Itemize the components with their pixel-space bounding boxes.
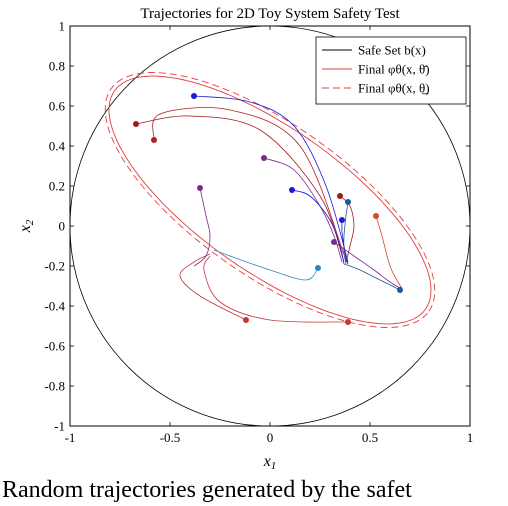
trajectory-2 — [152, 107, 347, 261]
y-tick-label: 0.6 — [49, 99, 66, 114]
trajectory-start-point-9 — [373, 213, 379, 219]
y-tick-label: -0.6 — [44, 339, 65, 354]
x-tick-label: 1 — [467, 430, 474, 445]
x-tick-label: -1 — [65, 430, 76, 445]
trajectory-start-point-1 — [133, 121, 139, 127]
y-axis-ticks: -1 -0.8 -0.6 -0.4 -0.2 0 0.2 0.4 0.6 0.8 1 — [44, 19, 470, 434]
trajectory-start-point-10 — [331, 239, 337, 245]
y-tick-label: -0.4 — [44, 299, 65, 314]
trajectory-0 — [193, 95, 349, 263]
trajectories — [135, 95, 403, 323]
trajectory-start-point-7 — [345, 199, 351, 205]
y-tick-label: 0.4 — [49, 139, 66, 154]
legend-label-1: Final φθ(x, θ̄) — [358, 62, 430, 77]
y-tick-label: 0.2 — [49, 179, 65, 194]
trajectory-start-point-5 — [289, 187, 295, 193]
trajectory-start-point-4 — [261, 155, 267, 161]
trajectory-start-point-14 — [345, 319, 351, 325]
y-tick-label: 0 — [59, 219, 66, 234]
legend-label-0: Safe Set b(x) — [358, 43, 426, 58]
legend: Safe Set b(x) Final φθ(x, θ̄) Final φθ(x, … — [315, 36, 467, 105]
trajectory-13 — [179, 253, 247, 321]
legend-box — [315, 36, 467, 105]
trajectory-4 — [263, 157, 343, 263]
chart-title: Trajectories for 2D Toy System Safety Te… — [140, 6, 400, 22]
trajectory-start-point-0 — [191, 93, 197, 99]
trajectory-start-point-13 — [243, 317, 249, 323]
trajectory-7 — [343, 201, 349, 265]
trajectory-start-point-8 — [339, 217, 345, 223]
x-tick-label: 0.5 — [362, 430, 378, 445]
y-tick-label: 1 — [59, 19, 66, 34]
trajectory-12 — [213, 249, 319, 281]
y-tick-label: -0.2 — [44, 259, 65, 274]
trajectory-chart: Trajectories for 2D Toy System Safety Te… — [17, 6, 474, 470]
x-axis-label: x1 — [263, 453, 277, 470]
trajectory-10 — [333, 241, 401, 289]
x-tick-label: 0 — [267, 430, 274, 445]
trajectory-8 — [341, 219, 349, 265]
trajectory-start-point-12 — [315, 265, 321, 271]
final-set-solid-0 — [108, 75, 432, 325]
y-tick-label: -0.8 — [44, 379, 65, 394]
trajectory-start-point-6 — [337, 193, 343, 199]
final-set-dashed-1 — [104, 72, 436, 328]
trajectory-start-point-3 — [197, 185, 203, 191]
start-points — [133, 93, 403, 325]
legend-label-2: Final φθ(x, θ̲) — [358, 81, 430, 96]
trajectory-11 — [343, 263, 401, 291]
y-tick-label: 0.8 — [49, 59, 65, 74]
x-tick-label: -0.5 — [160, 430, 181, 445]
trajectory-start-point-2 — [151, 137, 157, 143]
figure-caption: Random trajectories generated by the saf… — [2, 477, 412, 503]
trajectory-1 — [135, 115, 345, 263]
y-tick-label: -1 — [54, 419, 65, 434]
x-axis-ticks: -1 -0.5 0 0.5 1 — [65, 26, 474, 445]
y-axis-label: x2 — [17, 219, 36, 233]
trajectory-14 — [203, 255, 349, 323]
trajectory-9 — [375, 215, 403, 289]
trajectory-3 — [193, 187, 211, 267]
trajectory-5 — [291, 189, 345, 265]
trajectory-start-point-11 — [397, 287, 403, 293]
